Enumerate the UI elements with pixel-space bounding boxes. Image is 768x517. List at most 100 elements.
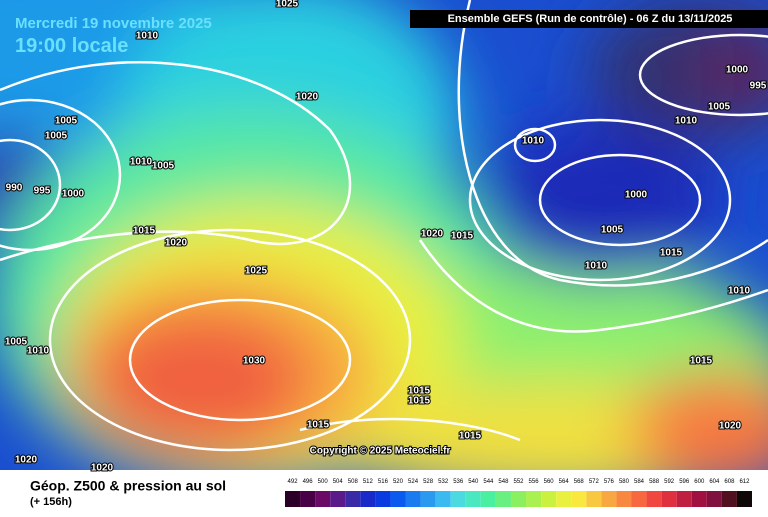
isobar-label: 1020 bbox=[296, 92, 319, 103]
isobar-label: 1020 bbox=[15, 455, 38, 466]
isobar-label: 1015 bbox=[459, 431, 482, 442]
legend-swatch bbox=[360, 491, 376, 507]
legend-swatch bbox=[315, 491, 331, 507]
isobar-label: 1010 bbox=[585, 261, 608, 272]
isobar-label: 1010 bbox=[130, 157, 153, 168]
legend-swatch bbox=[375, 491, 391, 507]
legend-swatch bbox=[571, 491, 587, 507]
isobar-label: 1020 bbox=[719, 421, 742, 432]
legend-level: 536 bbox=[453, 479, 464, 485]
isobar-label: 1005 bbox=[45, 131, 68, 142]
legend-level: 512 bbox=[363, 479, 374, 485]
legend-swatch bbox=[510, 491, 527, 507]
legend-level: 556 bbox=[529, 479, 540, 485]
legend-level: 520 bbox=[393, 479, 404, 485]
isobar-label: 995 bbox=[34, 186, 51, 197]
legend-level: 544 bbox=[483, 479, 494, 485]
isobar-label: 1015 bbox=[660, 248, 683, 259]
legend-swatch bbox=[691, 491, 707, 507]
isobar-label: 1015 bbox=[451, 231, 474, 242]
legend-swatch bbox=[601, 491, 617, 507]
isobar-label: 1005 bbox=[708, 102, 731, 113]
legend-swatch bbox=[495, 491, 511, 507]
run-info: Ensemble GEFS (Run de contrôle) - 06 Z d… bbox=[448, 13, 733, 25]
isobar-label: 1000 bbox=[726, 65, 749, 76]
legend-level: 548 bbox=[498, 479, 509, 485]
isobar-label: 1015 bbox=[408, 396, 431, 407]
legend-level: 596 bbox=[679, 479, 690, 485]
isobar-label: 1005 bbox=[5, 337, 28, 348]
legend-swatch bbox=[676, 491, 692, 507]
legend-level: 504 bbox=[333, 479, 344, 485]
legend-swatch bbox=[586, 491, 602, 507]
legend-swatch bbox=[345, 491, 361, 507]
legend-swatch bbox=[661, 491, 677, 507]
isobar-label: 1005 bbox=[152, 161, 175, 172]
legend-level: 492 bbox=[288, 479, 299, 485]
legend-level: 524 bbox=[408, 479, 419, 485]
legend-level: 508 bbox=[348, 479, 359, 485]
isobars bbox=[0, 0, 768, 452]
legend-level: 576 bbox=[604, 479, 615, 485]
legend-swatch bbox=[541, 491, 557, 507]
legend-swatch bbox=[736, 491, 752, 507]
isobar-label: 1025 bbox=[245, 266, 268, 277]
isobar-label: 1005 bbox=[601, 225, 624, 236]
legend-title: Géop. Z500 & pression au sol bbox=[30, 478, 226, 494]
legend-swatch bbox=[465, 491, 481, 507]
legend-level: 528 bbox=[423, 479, 434, 485]
isobar-label: 1015 bbox=[133, 226, 156, 237]
legend-level: 584 bbox=[634, 479, 645, 485]
copyright: Copyright © 2025 Meteociel.fr bbox=[310, 446, 451, 457]
legend-level: 608 bbox=[724, 479, 735, 485]
isobar-label: 990 bbox=[6, 183, 23, 194]
legend-level: 540 bbox=[468, 479, 479, 485]
isobar-label: 1000 bbox=[625, 190, 648, 201]
legend-swatch bbox=[300, 491, 316, 507]
legend-swatch bbox=[480, 491, 496, 507]
legend-swatch bbox=[631, 491, 647, 507]
isobar-label: 1010 bbox=[27, 346, 50, 357]
isobar-label: 1010 bbox=[675, 116, 698, 127]
legend-swatch bbox=[450, 491, 466, 507]
legend-level: 500 bbox=[318, 479, 329, 485]
isobar-label: 1005 bbox=[55, 116, 78, 127]
legend-level: 496 bbox=[303, 479, 314, 485]
legend-level: 516 bbox=[378, 479, 389, 485]
isobar-label: 1010 bbox=[522, 136, 545, 147]
legend-level: 564 bbox=[559, 479, 570, 485]
legend-swatch bbox=[435, 491, 451, 507]
legend-level: 612 bbox=[739, 479, 750, 485]
date: Mercredi 19 novembre 2025 bbox=[15, 15, 212, 32]
legend-level: 580 bbox=[619, 479, 630, 485]
isobar-label: 1015 bbox=[307, 420, 330, 431]
legend-swatch bbox=[646, 491, 662, 507]
legend-swatch bbox=[390, 491, 406, 507]
legend-level: 560 bbox=[544, 479, 555, 485]
time: 19:00 locale bbox=[15, 35, 128, 57]
isobar-label: 995 bbox=[750, 81, 767, 92]
legend-swatch bbox=[330, 491, 346, 507]
isobar-label: 1000 bbox=[62, 189, 85, 200]
run-banner bbox=[410, 10, 768, 28]
legend-level: 588 bbox=[649, 479, 660, 485]
legend-swatch bbox=[706, 491, 722, 507]
isobar-label: 1020 bbox=[91, 463, 114, 474]
isobar-label: 1015 bbox=[690, 356, 713, 367]
legend-swatch bbox=[285, 491, 301, 507]
legend-swatch bbox=[721, 491, 737, 507]
isobar-label: 1010 bbox=[136, 31, 159, 42]
legend-subtitle: (+ 156h) bbox=[30, 496, 72, 508]
legend-level: 532 bbox=[438, 479, 449, 485]
isobar-label: 1010 bbox=[728, 286, 751, 297]
isobar-label: 1025 bbox=[276, 0, 299, 10]
legend-swatch bbox=[526, 491, 542, 507]
legend-level: 604 bbox=[709, 479, 720, 485]
legend-swatch bbox=[420, 491, 436, 507]
legend-level: 600 bbox=[694, 479, 705, 485]
legend-level: 568 bbox=[574, 479, 585, 485]
isobar-label: 1030 bbox=[243, 356, 266, 367]
field bbox=[0, 0, 768, 470]
legend-level: 592 bbox=[664, 479, 675, 485]
